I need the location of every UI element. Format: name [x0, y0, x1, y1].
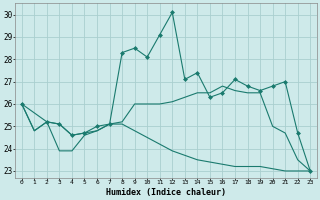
X-axis label: Humidex (Indice chaleur): Humidex (Indice chaleur) [106, 188, 226, 197]
